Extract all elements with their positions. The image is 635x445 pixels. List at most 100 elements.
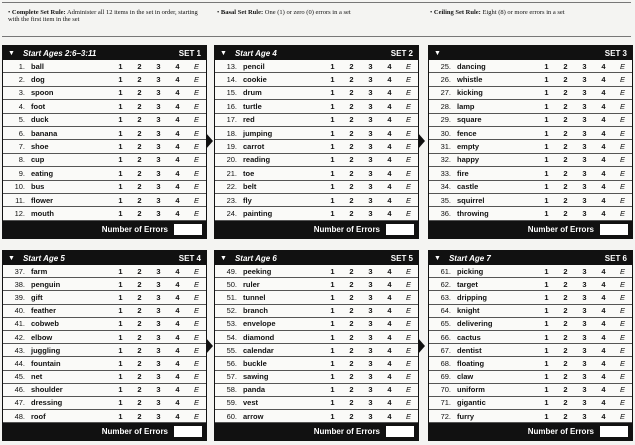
score-option[interactable]: 1 — [330, 319, 335, 329]
score-option[interactable]: 4 — [387, 195, 392, 205]
score-option[interactable]: 4 — [175, 142, 180, 152]
score-option[interactable]: 2 — [349, 155, 354, 165]
score-option[interactable]: 2 — [137, 411, 142, 421]
score-option[interactable]: E — [619, 266, 625, 276]
score-option[interactable]: E — [619, 128, 625, 138]
score-option[interactable]: 1 — [330, 266, 335, 276]
score-option[interactable]: 3 — [156, 319, 161, 329]
score-option[interactable]: 1 — [544, 398, 549, 408]
score-option[interactable]: 2 — [137, 195, 142, 205]
score-option[interactable]: 4 — [387, 292, 392, 302]
score-option[interactable]: 1 — [330, 398, 335, 408]
score-option[interactable]: E — [405, 292, 411, 302]
score-option[interactable]: 4 — [387, 75, 392, 85]
errors-input[interactable] — [386, 223, 414, 235]
score-option[interactable]: 1 — [118, 398, 123, 408]
score-option[interactable]: 3 — [156, 332, 161, 342]
score-option[interactable]: 2 — [137, 88, 142, 98]
score-option[interactable]: 3 — [582, 319, 587, 329]
score-option[interactable]: 2 — [563, 292, 568, 302]
score-option[interactable]: E — [405, 266, 411, 276]
score-option[interactable]: 2 — [137, 332, 142, 342]
score-option[interactable]: E — [405, 75, 411, 85]
score-option[interactable]: E — [619, 411, 625, 421]
score-option[interactable]: E — [405, 88, 411, 98]
score-option[interactable]: 2 — [563, 279, 568, 289]
score-option[interactable]: 3 — [582, 61, 587, 71]
score-option[interactable]: E — [193, 279, 199, 289]
score-option[interactable]: 2 — [137, 385, 142, 395]
score-option[interactable]: 3 — [368, 168, 373, 178]
score-option[interactable]: 2 — [563, 385, 568, 395]
score-option[interactable]: 3 — [156, 168, 161, 178]
errors-input[interactable] — [174, 426, 202, 438]
score-option[interactable]: 4 — [387, 61, 392, 71]
score-option[interactable]: 1 — [544, 279, 549, 289]
score-option[interactable]: 3 — [156, 101, 161, 111]
score-option[interactable]: 2 — [137, 358, 142, 368]
score-option[interactable]: E — [405, 332, 411, 342]
score-option[interactable]: 2 — [563, 128, 568, 138]
score-option[interactable]: 4 — [601, 411, 606, 421]
score-option[interactable]: E — [619, 398, 625, 408]
score-option[interactable]: 3 — [156, 155, 161, 165]
score-option[interactable]: 2 — [349, 101, 354, 111]
score-option[interactable]: 3 — [368, 61, 373, 71]
score-option[interactable]: 4 — [175, 128, 180, 138]
score-option[interactable]: 1 — [118, 345, 123, 355]
score-option[interactable]: 2 — [349, 292, 354, 302]
score-option[interactable]: 3 — [368, 398, 373, 408]
score-option[interactable]: E — [193, 319, 199, 329]
score-option[interactable]: 1 — [330, 75, 335, 85]
score-option[interactable]: 3 — [156, 306, 161, 316]
score-option[interactable]: 1 — [330, 88, 335, 98]
score-option[interactable]: 4 — [387, 182, 392, 192]
score-option[interactable]: 3 — [582, 182, 587, 192]
score-option[interactable]: 4 — [387, 319, 392, 329]
score-option[interactable]: 3 — [156, 279, 161, 289]
score-option[interactable]: E — [405, 195, 411, 205]
score-option[interactable]: 3 — [582, 292, 587, 302]
score-option[interactable]: 4 — [601, 266, 606, 276]
score-option[interactable]: 4 — [601, 319, 606, 329]
score-option[interactable]: E — [405, 155, 411, 165]
score-option[interactable]: 1 — [330, 279, 335, 289]
score-option[interactable]: 4 — [175, 292, 180, 302]
score-option[interactable]: E — [193, 372, 199, 382]
score-option[interactable]: 1 — [118, 332, 123, 342]
score-option[interactable]: E — [193, 115, 199, 125]
score-option[interactable]: 4 — [175, 88, 180, 98]
score-option[interactable]: 2 — [563, 332, 568, 342]
score-option[interactable]: 2 — [137, 398, 142, 408]
score-option[interactable]: 1 — [330, 142, 335, 152]
score-option[interactable]: 2 — [563, 345, 568, 355]
score-option[interactable]: E — [405, 101, 411, 111]
score-option[interactable]: 2 — [563, 398, 568, 408]
score-option[interactable]: 3 — [156, 398, 161, 408]
score-option[interactable]: 2 — [349, 195, 354, 205]
score-option[interactable]: 1 — [544, 115, 549, 125]
score-option[interactable]: E — [619, 306, 625, 316]
score-option[interactable]: 4 — [175, 182, 180, 192]
score-option[interactable]: 1 — [544, 358, 549, 368]
score-option[interactable]: 3 — [156, 128, 161, 138]
score-option[interactable]: E — [405, 306, 411, 316]
score-option[interactable]: 4 — [175, 61, 180, 71]
score-option[interactable]: 2 — [137, 266, 142, 276]
score-option[interactable]: 3 — [582, 208, 587, 218]
score-option[interactable]: 4 — [601, 115, 606, 125]
score-option[interactable]: E — [193, 128, 199, 138]
score-option[interactable]: 4 — [387, 88, 392, 98]
score-option[interactable]: 4 — [387, 385, 392, 395]
score-option[interactable]: 1 — [544, 182, 549, 192]
score-option[interactable]: E — [405, 61, 411, 71]
score-option[interactable]: 1 — [544, 61, 549, 71]
score-option[interactable]: 1 — [118, 182, 123, 192]
score-option[interactable]: 2 — [137, 306, 142, 316]
score-option[interactable]: 3 — [156, 385, 161, 395]
errors-input[interactable] — [386, 426, 414, 438]
score-option[interactable]: 3 — [582, 345, 587, 355]
score-option[interactable]: 2 — [349, 385, 354, 395]
score-option[interactable]: 2 — [137, 292, 142, 302]
score-option[interactable]: 3 — [368, 411, 373, 421]
